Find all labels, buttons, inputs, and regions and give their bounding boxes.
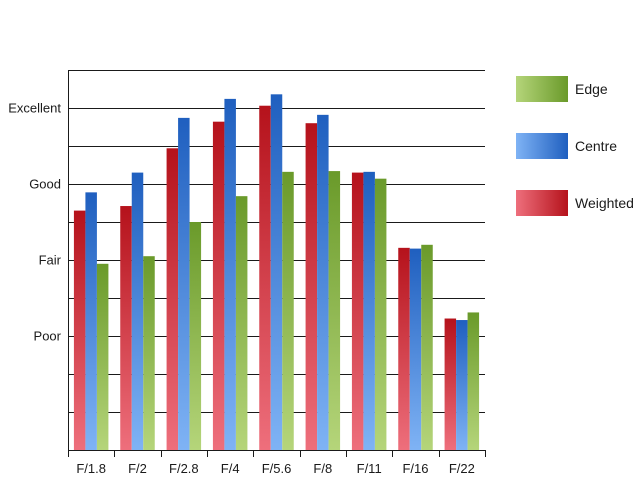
y-tick-label: Good — [29, 177, 61, 192]
x-tick-label: F/22 — [449, 461, 475, 476]
bar-weighted-3 — [212, 121, 225, 451]
x-tick-label: F/5.6 — [262, 461, 292, 476]
bar-centre-6 — [363, 171, 375, 450]
bar-weighted-6 — [351, 172, 364, 450]
x-tick-label: F/16 — [402, 461, 428, 476]
bar-edge-8 — [467, 312, 480, 450]
bar-weighted-1 — [120, 206, 132, 450]
axes — [68, 70, 486, 457]
legend-swatch-weighted — [516, 190, 568, 216]
bar-centre-3 — [224, 98, 236, 450]
y-tick-label: Fair — [39, 253, 62, 268]
bar-weighted-5 — [305, 123, 318, 450]
y-axis-tick-labels: Poor Fair Good Excellent — [8, 101, 61, 344]
bar-weighted-4 — [259, 105, 271, 450]
bar-edge-5 — [328, 171, 341, 450]
bar-centre-5 — [317, 114, 329, 450]
bar-centre-4 — [270, 94, 283, 450]
bar-weighted-8 — [444, 318, 457, 450]
bar-edge-0 — [96, 263, 109, 450]
bar-edge-7 — [421, 244, 433, 450]
x-tick-label: F/1.8 — [76, 461, 106, 476]
legend: Edge Centre Weighted — [516, 76, 634, 216]
y-tick-label: Poor — [34, 329, 62, 344]
bar-edge-6 — [374, 178, 387, 450]
x-tick-label: F/11 — [357, 461, 382, 476]
legend-swatch-edge — [516, 76, 568, 102]
x-axis-tick-labels: F/1.8 F/2 F/2.8 F/4 F/5.6 F/8 F/11 F/16 F/22 — [76, 461, 474, 476]
y-tick-label: Excellent — [8, 101, 61, 116]
bar-weighted-2 — [166, 148, 179, 450]
bar-centre-7 — [409, 248, 422, 450]
legend-label-weighted: Weighted — [575, 195, 634, 211]
bar-edge-1 — [143, 256, 155, 450]
x-tick-label: F/2.8 — [169, 461, 199, 476]
bar-edge-4 — [282, 171, 294, 450]
bars — [73, 94, 480, 451]
bar-centre-0 — [85, 192, 97, 451]
bar-centre-1 — [131, 172, 144, 450]
x-tick-label: F/8 — [313, 461, 332, 476]
bar-weighted-0 — [73, 210, 86, 450]
bar-edge-3 — [235, 196, 248, 450]
bar-weighted-7 — [398, 247, 410, 450]
x-tick-label: F/4 — [221, 461, 240, 476]
bar-edge-2 — [189, 222, 202, 450]
bar-centre-2 — [178, 117, 190, 450]
bar-centre-8 — [456, 320, 468, 450]
legend-swatch-centre — [516, 133, 568, 159]
x-tick-label: F/2 — [128, 461, 147, 476]
legend-label-edge: Edge — [575, 81, 608, 97]
legend-label-centre: Centre — [575, 138, 617, 154]
